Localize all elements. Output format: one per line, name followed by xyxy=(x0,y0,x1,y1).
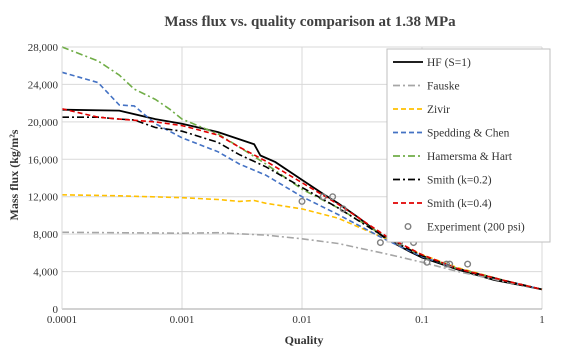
experiment-point xyxy=(442,260,450,268)
legend-label-experiment-200-psi: Experiment (200 psi) xyxy=(427,222,525,234)
y-tick-label: 28,000 xyxy=(28,42,59,54)
x-tick-label: 0.001 xyxy=(170,314,195,326)
series-group xyxy=(61,46,543,291)
y-tick-label: 24,000 xyxy=(28,79,59,91)
y-tick-label: 20,000 xyxy=(28,117,59,129)
experiment-point xyxy=(446,260,454,268)
experiment-point xyxy=(464,260,472,268)
legend-label-hamersma-hart: Hamersma & Hart xyxy=(427,151,513,163)
y-tick-label: 16,000 xyxy=(28,154,59,166)
legend: HF (S=1) Fauske Zivir Spedding & Chen Hamers… xyxy=(386,48,551,243)
x-tick-label: 1 xyxy=(539,314,545,326)
x-tick-labels: 0.0001 0.001 0.01 0.1 1 xyxy=(47,314,545,326)
legend-label-spedding-chen: Spedding & Chen xyxy=(427,128,510,140)
x-tick-label: 0.1 xyxy=(415,314,429,326)
y-tick-label: 12,000 xyxy=(28,192,59,204)
x-axis-label: Quality xyxy=(285,333,324,347)
y-tick-label: 8,000 xyxy=(33,229,58,241)
legend-swatch-experiment-200-psi xyxy=(404,222,412,230)
experiment-point xyxy=(376,239,384,247)
axes xyxy=(61,47,542,310)
x-tick-label: 0.01 xyxy=(292,314,311,326)
experiment-point xyxy=(319,193,327,201)
x-tick-label: 0.0001 xyxy=(47,314,77,326)
experiment-point xyxy=(329,193,337,201)
y-axis-label: Mass flux (kg/m²s xyxy=(7,129,21,220)
experiment-point xyxy=(423,258,431,266)
legend-label-hf-s-1: HF (S=1) xyxy=(427,57,471,69)
y-tick-label: 0 xyxy=(53,304,59,316)
experiment-point xyxy=(339,205,347,213)
legend-label-smith-k-0-4: Smith (k=0.4) xyxy=(427,198,492,210)
y-tick-labels: 0 4,000 8,000 12,000 16,000 20,000 24,000 28,00… xyxy=(28,42,59,316)
legend-label-fauske: Fauske xyxy=(427,81,460,93)
experiment-point xyxy=(298,197,306,205)
chart-title: Mass flux vs. quality comparison at 1.38… xyxy=(164,14,456,30)
legend-box xyxy=(386,48,551,243)
legend-label-zivir: Zivir xyxy=(427,104,450,116)
y-tick-label: 4,000 xyxy=(33,267,58,279)
legend-label-smith-k-0-2: Smith (k=0.2) xyxy=(427,175,492,187)
series-line-fauske xyxy=(61,231,543,291)
